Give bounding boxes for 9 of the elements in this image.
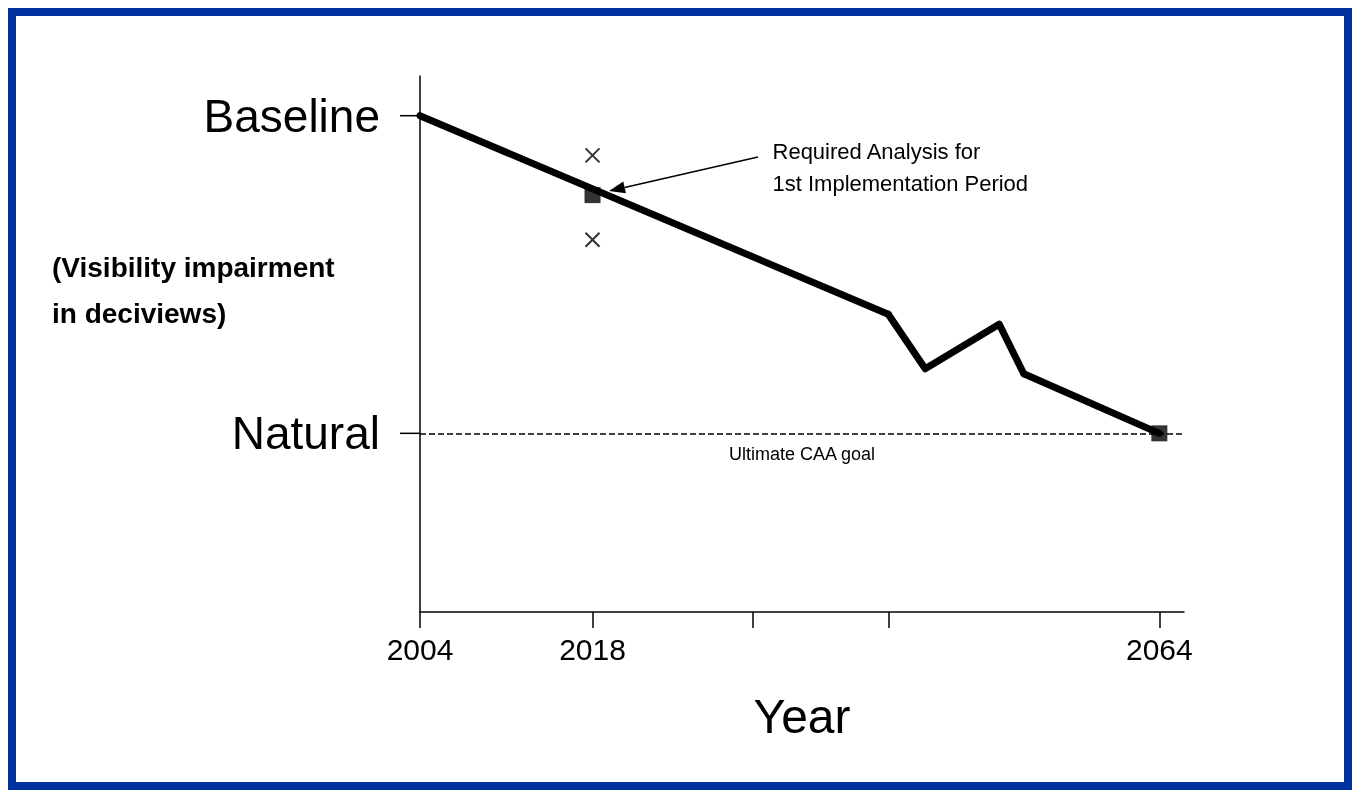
y-axis-title: (Visibility impairment in deciviews) <box>52 251 335 329</box>
x-tick-label: 2004 <box>386 632 454 666</box>
ref-line-label: Ultimate CAA goal <box>728 444 876 465</box>
annotation: Required Analysis for 1st Implementation Period <box>772 138 1029 196</box>
annotation: Baseline <box>203 89 380 142</box>
x-tick-label: 2018 <box>559 632 626 666</box>
x-tick-label: 2064 <box>1125 632 1193 666</box>
x-axis-title: Year <box>753 689 851 743</box>
annotation: Natural <box>231 407 380 460</box>
